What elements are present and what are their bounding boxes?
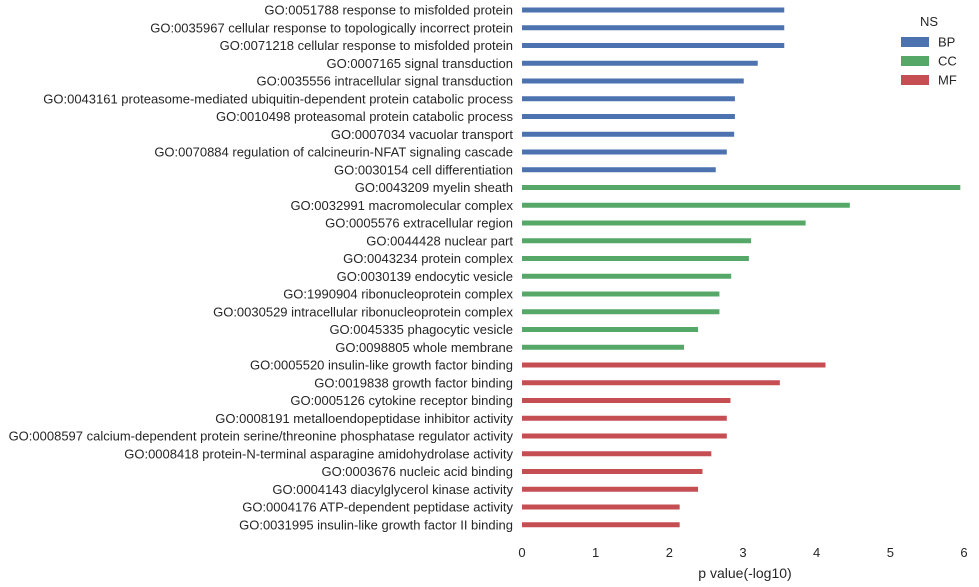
bar-bp xyxy=(522,60,758,66)
bar-cc xyxy=(522,344,685,350)
category-label: GO:0005520 insulin-like growth factor bi… xyxy=(250,358,513,373)
category-label: GO:0030154 cell differentiation xyxy=(334,162,513,177)
legend: NS BP CC MF xyxy=(901,14,957,88)
category-labels-layer: GO:0051788 response to misfolded protein… xyxy=(9,3,514,533)
category-label: GO:0098805 whole membrane xyxy=(335,340,513,355)
bar-cc xyxy=(522,238,752,244)
bar-mf xyxy=(522,451,712,457)
category-label: GO:0004143 diacylglycerol kinase activit… xyxy=(272,482,513,497)
legend-label-bp: BP xyxy=(938,35,955,50)
bar-cc xyxy=(522,309,720,315)
bar-cc xyxy=(522,327,699,332)
bar-bp xyxy=(522,43,785,48)
category-label: GO:0043209 myelin sheath xyxy=(355,180,513,195)
x-tick-label: 6 xyxy=(960,545,967,560)
category-label: GO:0032991 macromolecular complex xyxy=(290,198,513,213)
bars-layer xyxy=(522,7,961,528)
category-label: GO:0043161 proteasome-mediated ubiquitin… xyxy=(43,91,513,106)
bar-mf xyxy=(522,415,727,421)
legend-swatch-mf xyxy=(901,75,929,85)
bar-bp xyxy=(522,96,735,102)
category-label: GO:0008418 protein-N-terminal asparagine… xyxy=(124,446,513,461)
x-tick-label: 1 xyxy=(592,545,599,560)
legend-swatch-cc xyxy=(901,56,929,66)
bar-bp xyxy=(522,131,735,137)
x-axis-title: p value(-log10) xyxy=(698,565,791,581)
category-label: GO:0070884 regulation of calcineurin-NFA… xyxy=(154,145,513,160)
x-axis: 0 1 2 3 4 5 6 xyxy=(518,545,967,560)
category-label: GO:0045335 phagocytic vesicle xyxy=(329,322,513,337)
category-label: GO:0051788 response to misfolded protein xyxy=(264,3,513,18)
bar-cc xyxy=(522,185,961,190)
bar-bp xyxy=(522,25,785,31)
legend-swatch-bp xyxy=(901,37,929,47)
bar-mf xyxy=(522,433,727,439)
legend-label-cc: CC xyxy=(938,54,957,69)
category-label: GO:0003676 nucleic acid binding xyxy=(321,464,513,479)
bar-cc xyxy=(522,256,749,261)
category-label: GO:0044428 nuclear part xyxy=(366,233,513,248)
category-label: GO:0005576 extracellular region xyxy=(325,216,513,231)
category-label: GO:0005126 cytokine receptor binding xyxy=(290,393,513,408)
category-label: GO:0035967 cellular response to topologi… xyxy=(150,20,513,35)
x-tick-label: 5 xyxy=(887,545,894,560)
category-label: GO:0019838 growth factor binding xyxy=(314,375,513,390)
bar-bp xyxy=(522,149,727,155)
legend-label-mf: MF xyxy=(938,73,957,88)
category-label: GO:0008597 calcium-dependent protein ser… xyxy=(9,429,514,444)
category-label: GO:0010498 proteasomal protein catabolic… xyxy=(216,109,514,124)
bar-bp xyxy=(522,167,716,173)
category-label: GO:0007165 signal transduction xyxy=(327,56,513,71)
x-tick-label: 2 xyxy=(666,545,673,560)
bar-mf xyxy=(522,362,826,368)
bar-bp xyxy=(522,7,785,13)
bar-bp xyxy=(522,78,744,84)
bar-mf xyxy=(522,469,703,474)
legend-title: NS xyxy=(920,14,938,29)
category-label: GO:0071218 cellular response to misfolde… xyxy=(220,38,513,53)
bar-mf xyxy=(522,398,731,403)
bar-cc xyxy=(522,273,732,279)
category-label: GO:0030529 intracellular ribonucleoprote… xyxy=(213,304,513,319)
category-label: GO:0031995 insulin-like growth factor II… xyxy=(239,517,513,532)
x-tick-label: 0 xyxy=(518,545,525,560)
x-tick-label: 3 xyxy=(739,545,746,560)
category-label: GO:0030139 endocytic vesicle xyxy=(337,269,513,284)
bar-cc xyxy=(522,220,806,226)
category-label: GO:0035556 intracellular signal transduc… xyxy=(256,74,513,89)
category-label: GO:0007034 vacuolar transport xyxy=(331,127,513,142)
bar-mf xyxy=(522,522,680,528)
category-label: GO:0004176 ATP-dependent peptidase activ… xyxy=(242,500,513,515)
bar-cc xyxy=(522,291,720,297)
bar-bp xyxy=(522,114,735,119)
bar-mf xyxy=(522,504,680,510)
category-label: GO:0043234 protein complex xyxy=(343,251,513,266)
category-label: GO:1990904 ribonucleoprotein complex xyxy=(283,287,513,302)
bar-mf xyxy=(522,380,780,386)
x-tick-label: 4 xyxy=(813,545,820,560)
bar-mf xyxy=(522,486,699,492)
bar-cc xyxy=(522,202,850,208)
category-label: GO:0008191 metalloendopeptidase inhibito… xyxy=(215,411,513,426)
